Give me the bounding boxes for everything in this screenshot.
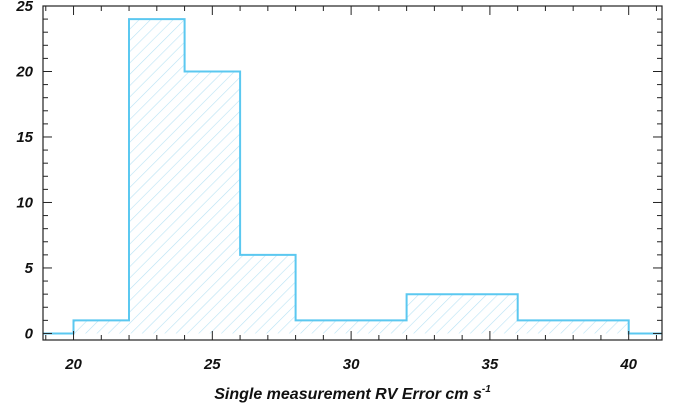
histogram-bar	[517, 320, 629, 334]
histogram-bar	[129, 19, 185, 334]
x-tick-label: 35	[482, 356, 499, 373]
x-axis-title: Single measurement RV Error cm s-1	[214, 384, 491, 403]
histogram-bar	[184, 71, 241, 334]
ticks-layer	[43, 5, 662, 340]
y-tick-label: 15	[16, 129, 33, 146]
y-tick-label: 10	[16, 194, 33, 211]
histogram-step-line	[43, 18, 662, 335]
x-tick-label: 20	[64, 356, 82, 373]
x-tick-label: 40	[619, 356, 637, 373]
histogram-bar	[240, 254, 296, 334]
x-axis-title-text: Single measurement RV Error cm s	[214, 386, 482, 403]
y-tick-label: 0	[25, 325, 34, 342]
x-axis-title-superscript: -1	[482, 384, 491, 395]
x-tick-label: 25	[203, 356, 221, 373]
y-tick-label: 20	[15, 63, 33, 80]
x-tick-label: 30	[343, 356, 360, 373]
y-tick-label: 25	[15, 0, 33, 15]
tick-labels-layer: 20 25 30 35 40 0 5 10 15 20 25	[15, 0, 637, 373]
plot-frame	[42, 5, 663, 341]
histogram-bar	[295, 320, 407, 334]
histogram-bar	[406, 294, 518, 334]
bars-layer	[73, 19, 629, 334]
y-tick-label: 5	[25, 260, 34, 277]
histogram-outline	[43, 18, 662, 335]
histogram-bar	[73, 320, 130, 334]
